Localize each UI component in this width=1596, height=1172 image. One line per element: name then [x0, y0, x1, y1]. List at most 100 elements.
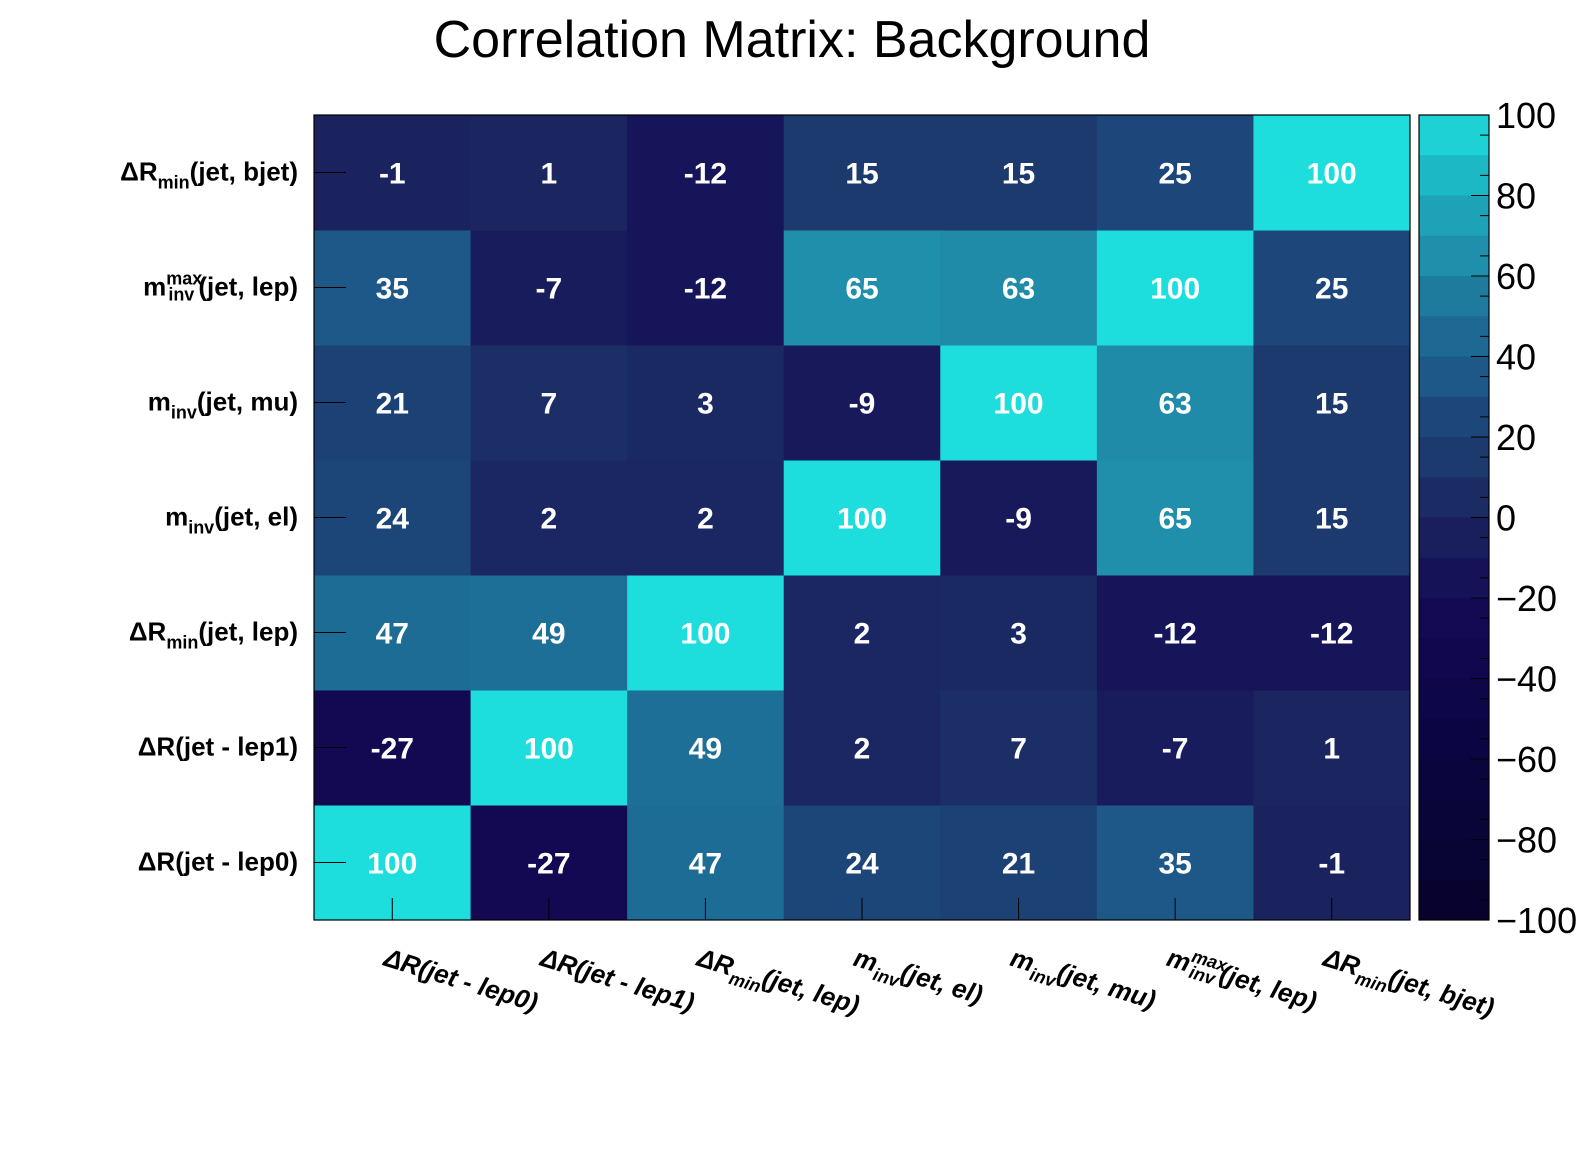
y-axis-label: minv(jet, mu) — [148, 387, 298, 423]
cell-value-label: 100 — [994, 388, 1044, 421]
cell-value-label: 1 — [1323, 733, 1340, 766]
cell-value-label: -12 — [1310, 618, 1353, 651]
cell-value-label: 63 — [1158, 388, 1191, 421]
colorbar-band — [1419, 437, 1489, 478]
cell-value-label: 47 — [376, 618, 409, 651]
cell-value-label: 2 — [697, 503, 714, 536]
cell-value-label: 21 — [1002, 848, 1035, 881]
cell-value-label: 35 — [1158, 848, 1191, 881]
heatmap-cell — [470, 230, 628, 346]
heatmap-cell — [1253, 575, 1411, 691]
heatmap-cell — [783, 115, 941, 231]
y-axis-label: ΔRmin(jet, bjet) — [120, 157, 298, 193]
cell-value-label: -1 — [1318, 848, 1345, 881]
heatmap-cell — [470, 345, 628, 461]
heatmap-cell — [940, 575, 1098, 691]
heatmap-cell — [470, 690, 628, 806]
y-axis-label: minv(jet, el) — [165, 502, 298, 538]
colorbar-band — [1419, 759, 1489, 800]
cell-value-label: -27 — [527, 848, 570, 881]
cell-value-label: 100 — [524, 733, 574, 766]
x-axis-label-group: ΔR(jet - lep0) — [380, 942, 542, 1017]
cell-value-label: 1 — [541, 158, 558, 191]
cell-value-label: 7 — [1010, 733, 1027, 766]
heatmap-cell — [783, 460, 941, 576]
cell-value-label: 47 — [689, 848, 722, 881]
heatmap-cell — [470, 575, 628, 691]
colorbar-band — [1419, 557, 1489, 599]
cell-value-label: 21 — [376, 388, 409, 421]
colorbar-band — [1419, 477, 1489, 518]
cell-value-label: -9 — [849, 388, 876, 421]
heatmap-cell — [940, 690, 1098, 806]
y-axis-labels: ΔR(jet - lep0) ΔR(jet - lep1) ΔRmin(jet, l… — [120, 157, 298, 877]
colorbar-band — [1419, 276, 1489, 317]
heatmap-cell — [627, 115, 785, 231]
heatmap-cell — [1253, 345, 1411, 461]
colorbar-band — [1419, 396, 1489, 438]
cell-value-label: -1 — [379, 158, 406, 191]
colorbar-band — [1419, 718, 1489, 760]
colorbar-band — [1419, 517, 1489, 559]
colorbar-band — [1419, 638, 1489, 679]
colorbar-tick-label: −40 — [1496, 659, 1557, 700]
colorbar-band — [1419, 356, 1489, 398]
cell-value-label: 15 — [1315, 503, 1348, 536]
x-axis-label: minv(jet, el) — [849, 942, 987, 1015]
colorbar-band — [1419, 115, 1489, 156]
colorbar-band — [1419, 799, 1489, 840]
x-axis-label-group: ΔRmin(jet, bjet) — [1319, 942, 1498, 1023]
cell-value-label: 65 — [1158, 503, 1191, 536]
x-axis-label: ΔR(jet - lep1) — [536, 942, 698, 1017]
cell-value-label: 2 — [854, 618, 871, 651]
colorbar-tick-label: −80 — [1496, 820, 1557, 861]
x-axis-label: minv(jet, mu) — [1005, 942, 1159, 1020]
heatmap-cell — [627, 230, 785, 346]
colorbar-tick-label: 40 — [1496, 337, 1536, 378]
colorbar-band — [1419, 195, 1489, 237]
colorbar-band — [1419, 598, 1489, 639]
x-axis-label-group: ΔR(jet - lep1) — [536, 942, 698, 1017]
heatmap-cell — [783, 345, 941, 461]
heatmap-cell — [627, 345, 785, 461]
heatmap-cell — [1253, 230, 1411, 346]
heatmap-cells: 100 -27 47 24 21 35 -1-27 100 49 2 7 -7 147 49 100 2 3 -1… — [313, 114, 1411, 921]
colorbar-band — [1419, 235, 1489, 277]
colorbar-band — [1419, 839, 1489, 881]
x-axis-label: ΔR(jet - lep0) — [380, 942, 542, 1017]
x-axis-label-group: minv(jet, mu) — [1005, 942, 1159, 1020]
cell-value-label: -7 — [536, 273, 563, 306]
colorbar-tick-label: 100 — [1496, 95, 1556, 136]
colorbar-tick-label: −60 — [1496, 739, 1557, 780]
heatmap-cell — [1096, 460, 1254, 576]
heatmap-cell — [783, 690, 941, 806]
x-axis-label: mmaxinv(jet, lep) — [1163, 939, 1322, 1019]
cell-value-label: 3 — [697, 388, 714, 421]
cell-value-label: 3 — [1010, 618, 1027, 651]
cell-value-label: 65 — [845, 273, 878, 306]
cell-value-label: 25 — [1158, 158, 1191, 191]
cell-value-label: 100 — [367, 848, 417, 881]
colorbar-tick-label: −20 — [1496, 578, 1557, 619]
heatmap-cell — [627, 690, 785, 806]
cell-value-label: -27 — [371, 733, 414, 766]
heatmap-cell — [940, 230, 1098, 346]
cell-value-label: 25 — [1315, 273, 1348, 306]
y-axis-label: ΔR(jet - lep0) — [138, 847, 298, 877]
heatmap-cell — [783, 575, 941, 691]
colorbar-tick-label: −100 — [1496, 900, 1577, 941]
heatmap-cell — [470, 460, 628, 576]
heatmap-cell — [1096, 575, 1254, 691]
cell-value-label: 100 — [680, 618, 730, 651]
cell-value-label: 100 — [1307, 158, 1357, 191]
x-axis-label: ΔRmin(jet, lep) — [691, 942, 863, 1026]
cell-value-label: 7 — [541, 388, 558, 421]
cell-value-label: 15 — [1002, 158, 1035, 191]
chart-title: Correlation Matrix: Background — [434, 11, 1151, 69]
color-bar: 100 80 60 40 20 0 −20 −40 −60 −80 −100 — [1418, 95, 1577, 941]
x-axis-label-group: mmaxinv(jet, lep) — [1163, 939, 1322, 1019]
colorbar-band — [1419, 678, 1489, 720]
cell-value-label: 2 — [541, 503, 558, 536]
cell-value-label: -9 — [1005, 503, 1032, 536]
cell-value-label: 49 — [532, 618, 565, 651]
